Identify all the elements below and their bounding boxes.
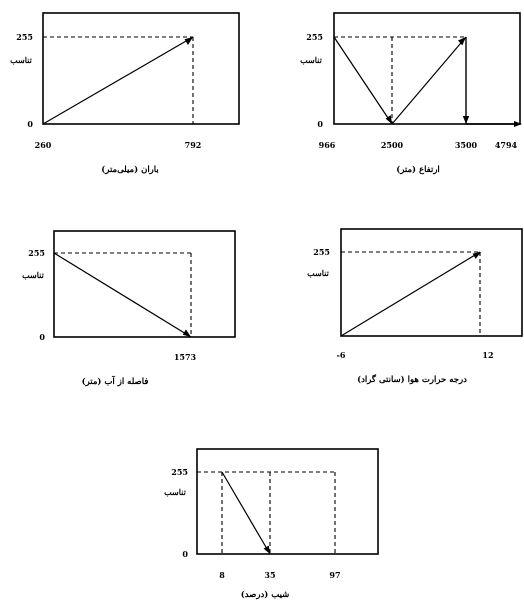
panel-rainfall: 255 تناسب 0 260 792 باران (میلی‌متر): [10, 12, 240, 175]
arrow-head: [458, 37, 466, 46]
panel-slope: 255 تناسب 0 8 35 97 شیب (درصد): [164, 448, 379, 600]
y-axis-label: تناسب: [10, 55, 32, 65]
y-tick-label: 255: [171, 467, 188, 477]
x-axis-label: درجه حرارت هوا (سانتی گراد): [357, 373, 467, 385]
series-line: [42, 36, 194, 125]
y-axis-label: تناسب: [307, 268, 329, 278]
x-axis-label: باران (میلی‌متر): [101, 164, 159, 175]
x-tick-label: 8: [219, 570, 225, 580]
y-tick-label: 255: [306, 32, 323, 42]
x-tick-label: 966: [319, 140, 336, 150]
y-tick-label: 0: [182, 549, 188, 559]
x-axis-label: ارتفاع (متر): [396, 164, 440, 175]
x-tick-label: -6: [337, 350, 346, 360]
x-axis-label: فاصله از آب (متر): [82, 375, 149, 387]
arrow-head: [514, 121, 522, 127]
x-tick-label: 97: [329, 570, 340, 580]
y-axis-label: تناسب: [164, 487, 186, 497]
arrow-head: [462, 116, 470, 124]
x-tick-label: 12: [482, 350, 493, 360]
series-line: [53, 252, 192, 338]
arrow-head: [263, 545, 270, 554]
y-tick-label: 0: [27, 119, 33, 129]
plot-frame: [53, 230, 236, 338]
arrow-head: [385, 115, 392, 124]
x-tick-label: 260: [35, 140, 52, 150]
plot-frame: [196, 448, 379, 555]
y-tick-label: 0: [317, 119, 323, 129]
arrow-head: [182, 329, 191, 337]
panel-air-temperature: 255 تناسب -6 12 درجه حرارت هوا (سانتی گر…: [307, 228, 523, 385]
y-tick-label: 255: [313, 247, 330, 257]
y-tick-label: 255: [16, 32, 33, 42]
x-tick-label: 1573: [174, 352, 197, 362]
series-line: [333, 36, 393, 125]
panel-elevation: 255 تناسب 0 966 2500 3500 4794 ارتفاع (م…: [300, 12, 522, 175]
plot-frame: [340, 228, 523, 337]
y-axis-label: تناسب: [300, 55, 322, 65]
x-tick-label: 3500: [455, 140, 478, 150]
x-axis-label: شیب (درصد): [241, 589, 290, 600]
plot-frame: [42, 12, 240, 125]
y-axis-label: تناسب: [22, 270, 44, 280]
plot-frame: [333, 12, 521, 125]
arrow-head: [184, 37, 193, 45]
arrow-head: [472, 252, 481, 259]
y-tick-label: 255: [28, 248, 45, 258]
y-tick-label: 0: [39, 332, 45, 342]
x-tick-label: 792: [185, 140, 202, 150]
series-line: [340, 251, 481, 337]
series-line: [221, 471, 271, 555]
x-tick-label: 2500: [381, 140, 404, 150]
x-tick-label: 35: [264, 570, 275, 580]
panel-distance-from-water: 255 تناسب 0 1573 فاصله از آب (متر): [22, 230, 236, 387]
x-tick-label: 4794: [495, 140, 518, 150]
series-line: [391, 36, 467, 125]
